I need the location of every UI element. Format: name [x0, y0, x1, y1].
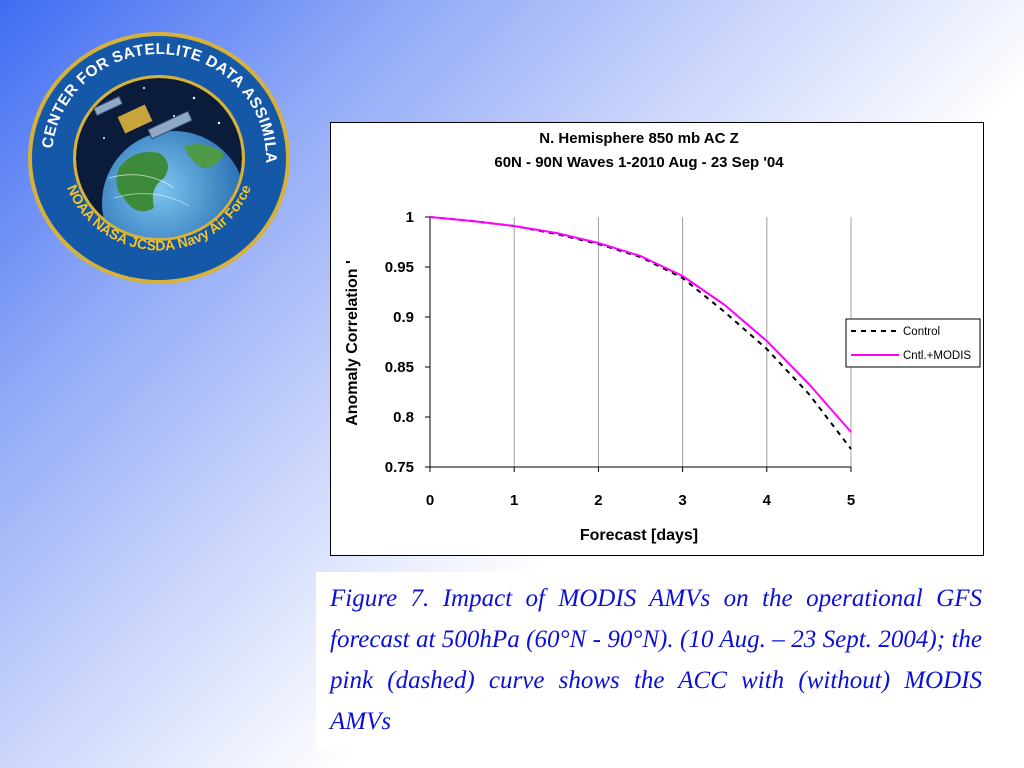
series-line-control — [429, 216, 852, 450]
x-tick-label-5: 5 — [847, 492, 855, 509]
chart-legend: Control Cntl.+MODIS — [845, 318, 981, 368]
jcsda-logo: JOINT CENTER FOR SATELLITE DATA ASSIMILA… — [18, 15, 294, 288]
y-tick-label-0.9: 0.9 — [393, 309, 414, 326]
series-line-cntl-modis — [429, 216, 852, 433]
y-tick-label-0.8: 0.8 — [393, 409, 414, 426]
chart-subtitle: 60N - 90N Waves 1-2010 Aug - 23 Sep '04 — [494, 154, 784, 171]
legend-label-control: Control — [903, 326, 940, 338]
chart-panel: N. Hemisphere 850 mb AC Z 60N - 90N Wave… — [330, 122, 984, 556]
legend-box — [845, 318, 981, 368]
x-tick-label-2: 2 — [594, 492, 602, 509]
figure-caption-box: Figure 7. Impact of MODIS AMVs on the op… — [316, 572, 1000, 750]
y-axis-label: Anomaly Correlation ' — [344, 260, 361, 426]
y-tick-label-0.75: 0.75 — [385, 459, 414, 476]
x-tick-label-3: 3 — [678, 492, 686, 509]
x-tick-label-1: 1 — [510, 492, 518, 509]
y-tick-label-1: 1 — [406, 209, 414, 226]
chart-title: N. Hemisphere 850 mb AC Z — [539, 130, 739, 147]
satellite-icon — [92, 95, 193, 140]
figure-caption: Figure 7. Impact of MODIS AMVs on the op… — [330, 585, 982, 735]
x-tick-label-4: 4 — [763, 492, 772, 509]
legend-label-modis: Cntl.+MODIS — [903, 350, 971, 362]
x-tick-label-0: 0 — [426, 492, 434, 509]
line-chart: N. Hemisphere 850 mb AC Z 60N - 90N Wave… — [344, 130, 981, 544]
y-tick-label-0.85: 0.85 — [385, 359, 414, 376]
y-tick-label-0.95: 0.95 — [385, 259, 414, 276]
x-axis-label: Forecast [days] — [580, 527, 698, 544]
